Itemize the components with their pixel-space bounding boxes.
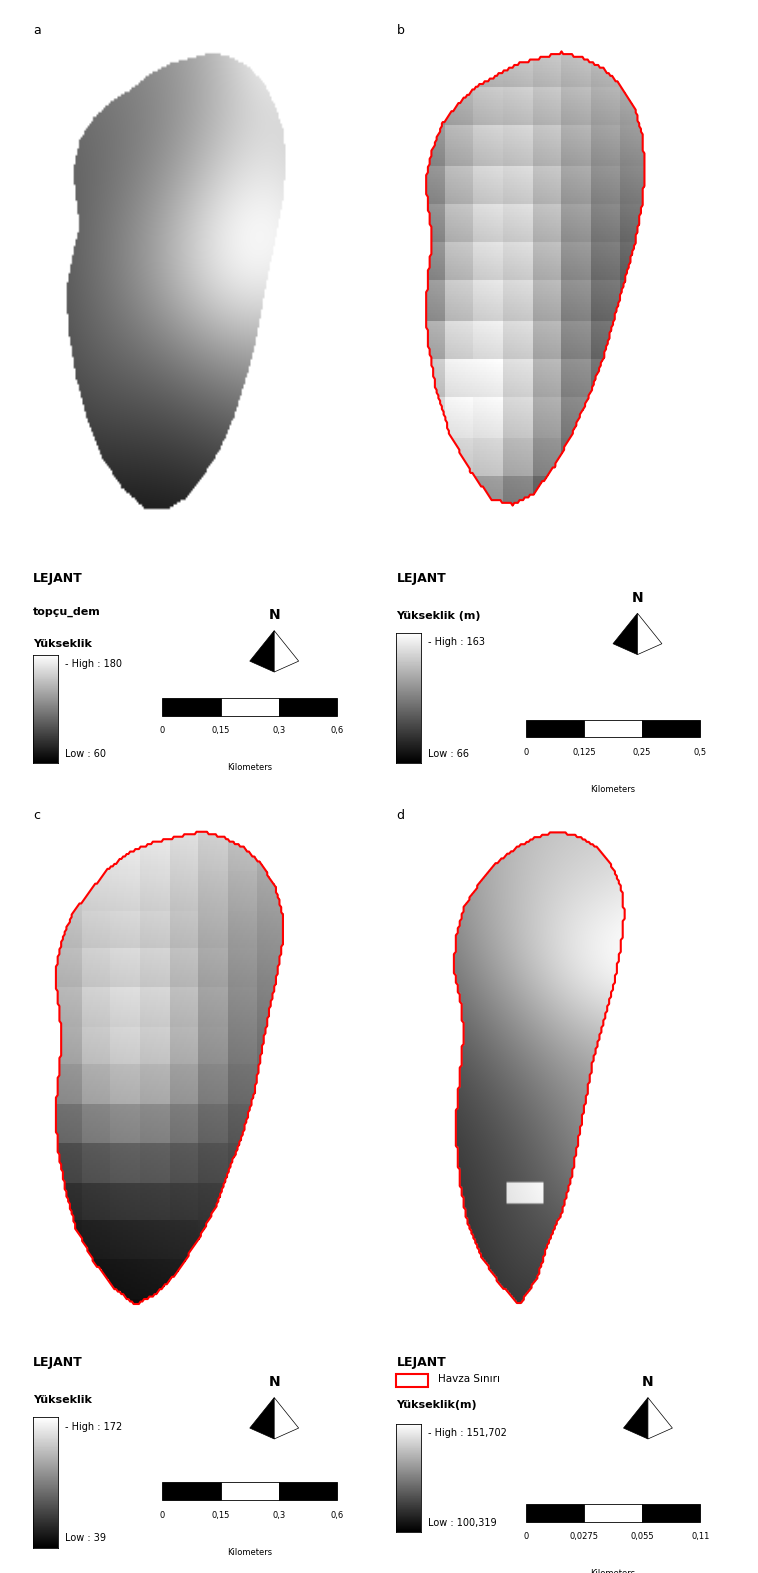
Text: Yükseklik: Yükseklik [33,639,92,650]
Text: 0,6: 0,6 [330,727,343,736]
Text: Kilometers: Kilometers [590,785,635,794]
Text: Kilometers: Kilometers [227,1548,272,1557]
Text: 0,6: 0,6 [330,1510,343,1520]
Text: d: d [396,809,405,821]
Polygon shape [624,1397,648,1439]
Text: 0: 0 [523,749,528,757]
Bar [221,698,279,716]
Text: LEJANT: LEJANT [396,1356,446,1369]
Text: 0,3: 0,3 [272,1510,286,1520]
Polygon shape [250,1397,274,1439]
Text: LEJANT: LEJANT [33,573,83,585]
Text: Kilometers: Kilometers [590,1570,635,1573]
Text: 0,25: 0,25 [633,749,651,757]
Bar [526,1504,584,1521]
Text: N: N [268,1375,280,1389]
Text: LEJANT: LEJANT [396,573,446,585]
Bar [162,698,221,716]
Text: - High : 163: - High : 163 [428,637,485,647]
Bar [279,698,337,716]
Bar [162,1482,221,1501]
Text: Yükseklik: Yükseklik [33,1395,92,1405]
Bar [584,1504,642,1521]
Polygon shape [274,631,299,672]
Text: Low : 66: Low : 66 [428,749,469,760]
Text: - High : 172: - High : 172 [64,1422,122,1431]
Text: 0,0275: 0,0275 [569,1532,598,1542]
Bar [221,1482,279,1501]
Text: 0,3: 0,3 [272,727,286,736]
Text: LEJANT: LEJANT [33,1356,83,1369]
Text: 0,15: 0,15 [211,727,230,736]
Text: 0,5: 0,5 [694,749,707,757]
Text: - High : 180: - High : 180 [64,659,121,669]
Polygon shape [648,1397,672,1439]
Text: 0: 0 [160,1510,165,1520]
Text: N: N [642,1375,653,1389]
Text: a: a [33,24,41,38]
Bar [396,1373,428,1387]
Text: - High : 151,702: - High : 151,702 [428,1428,507,1438]
Bar [642,720,700,738]
Text: Low : 100,319: Low : 100,319 [428,1518,496,1527]
Text: Havza Sınırı: Havza Sınırı [438,1375,500,1384]
Polygon shape [250,631,274,672]
Text: Low : 60: Low : 60 [64,749,105,760]
Text: Yükseklik(m): Yükseklik(m) [396,1400,477,1409]
Bar [526,720,584,738]
Text: topçu_dem: topçu_dem [33,607,101,617]
Text: N: N [631,590,644,604]
Bar [642,1504,700,1521]
Text: 0,125: 0,125 [572,749,596,757]
Text: Yükseklik (m): Yükseklik (m) [396,610,481,621]
Text: c: c [33,809,40,821]
Text: Kilometers: Kilometers [227,763,272,772]
Polygon shape [274,1397,299,1439]
Text: Low : 39: Low : 39 [64,1534,105,1543]
Text: 0,055: 0,055 [631,1532,654,1542]
Text: 0,11: 0,11 [691,1532,709,1542]
Polygon shape [613,613,637,654]
Polygon shape [637,613,662,654]
Text: 0,15: 0,15 [211,1510,230,1520]
Text: 0: 0 [160,727,165,736]
Text: 0: 0 [523,1532,528,1542]
Bar [279,1482,337,1501]
Text: N: N [268,607,280,621]
Bar [584,720,642,738]
Text: b: b [396,24,404,38]
